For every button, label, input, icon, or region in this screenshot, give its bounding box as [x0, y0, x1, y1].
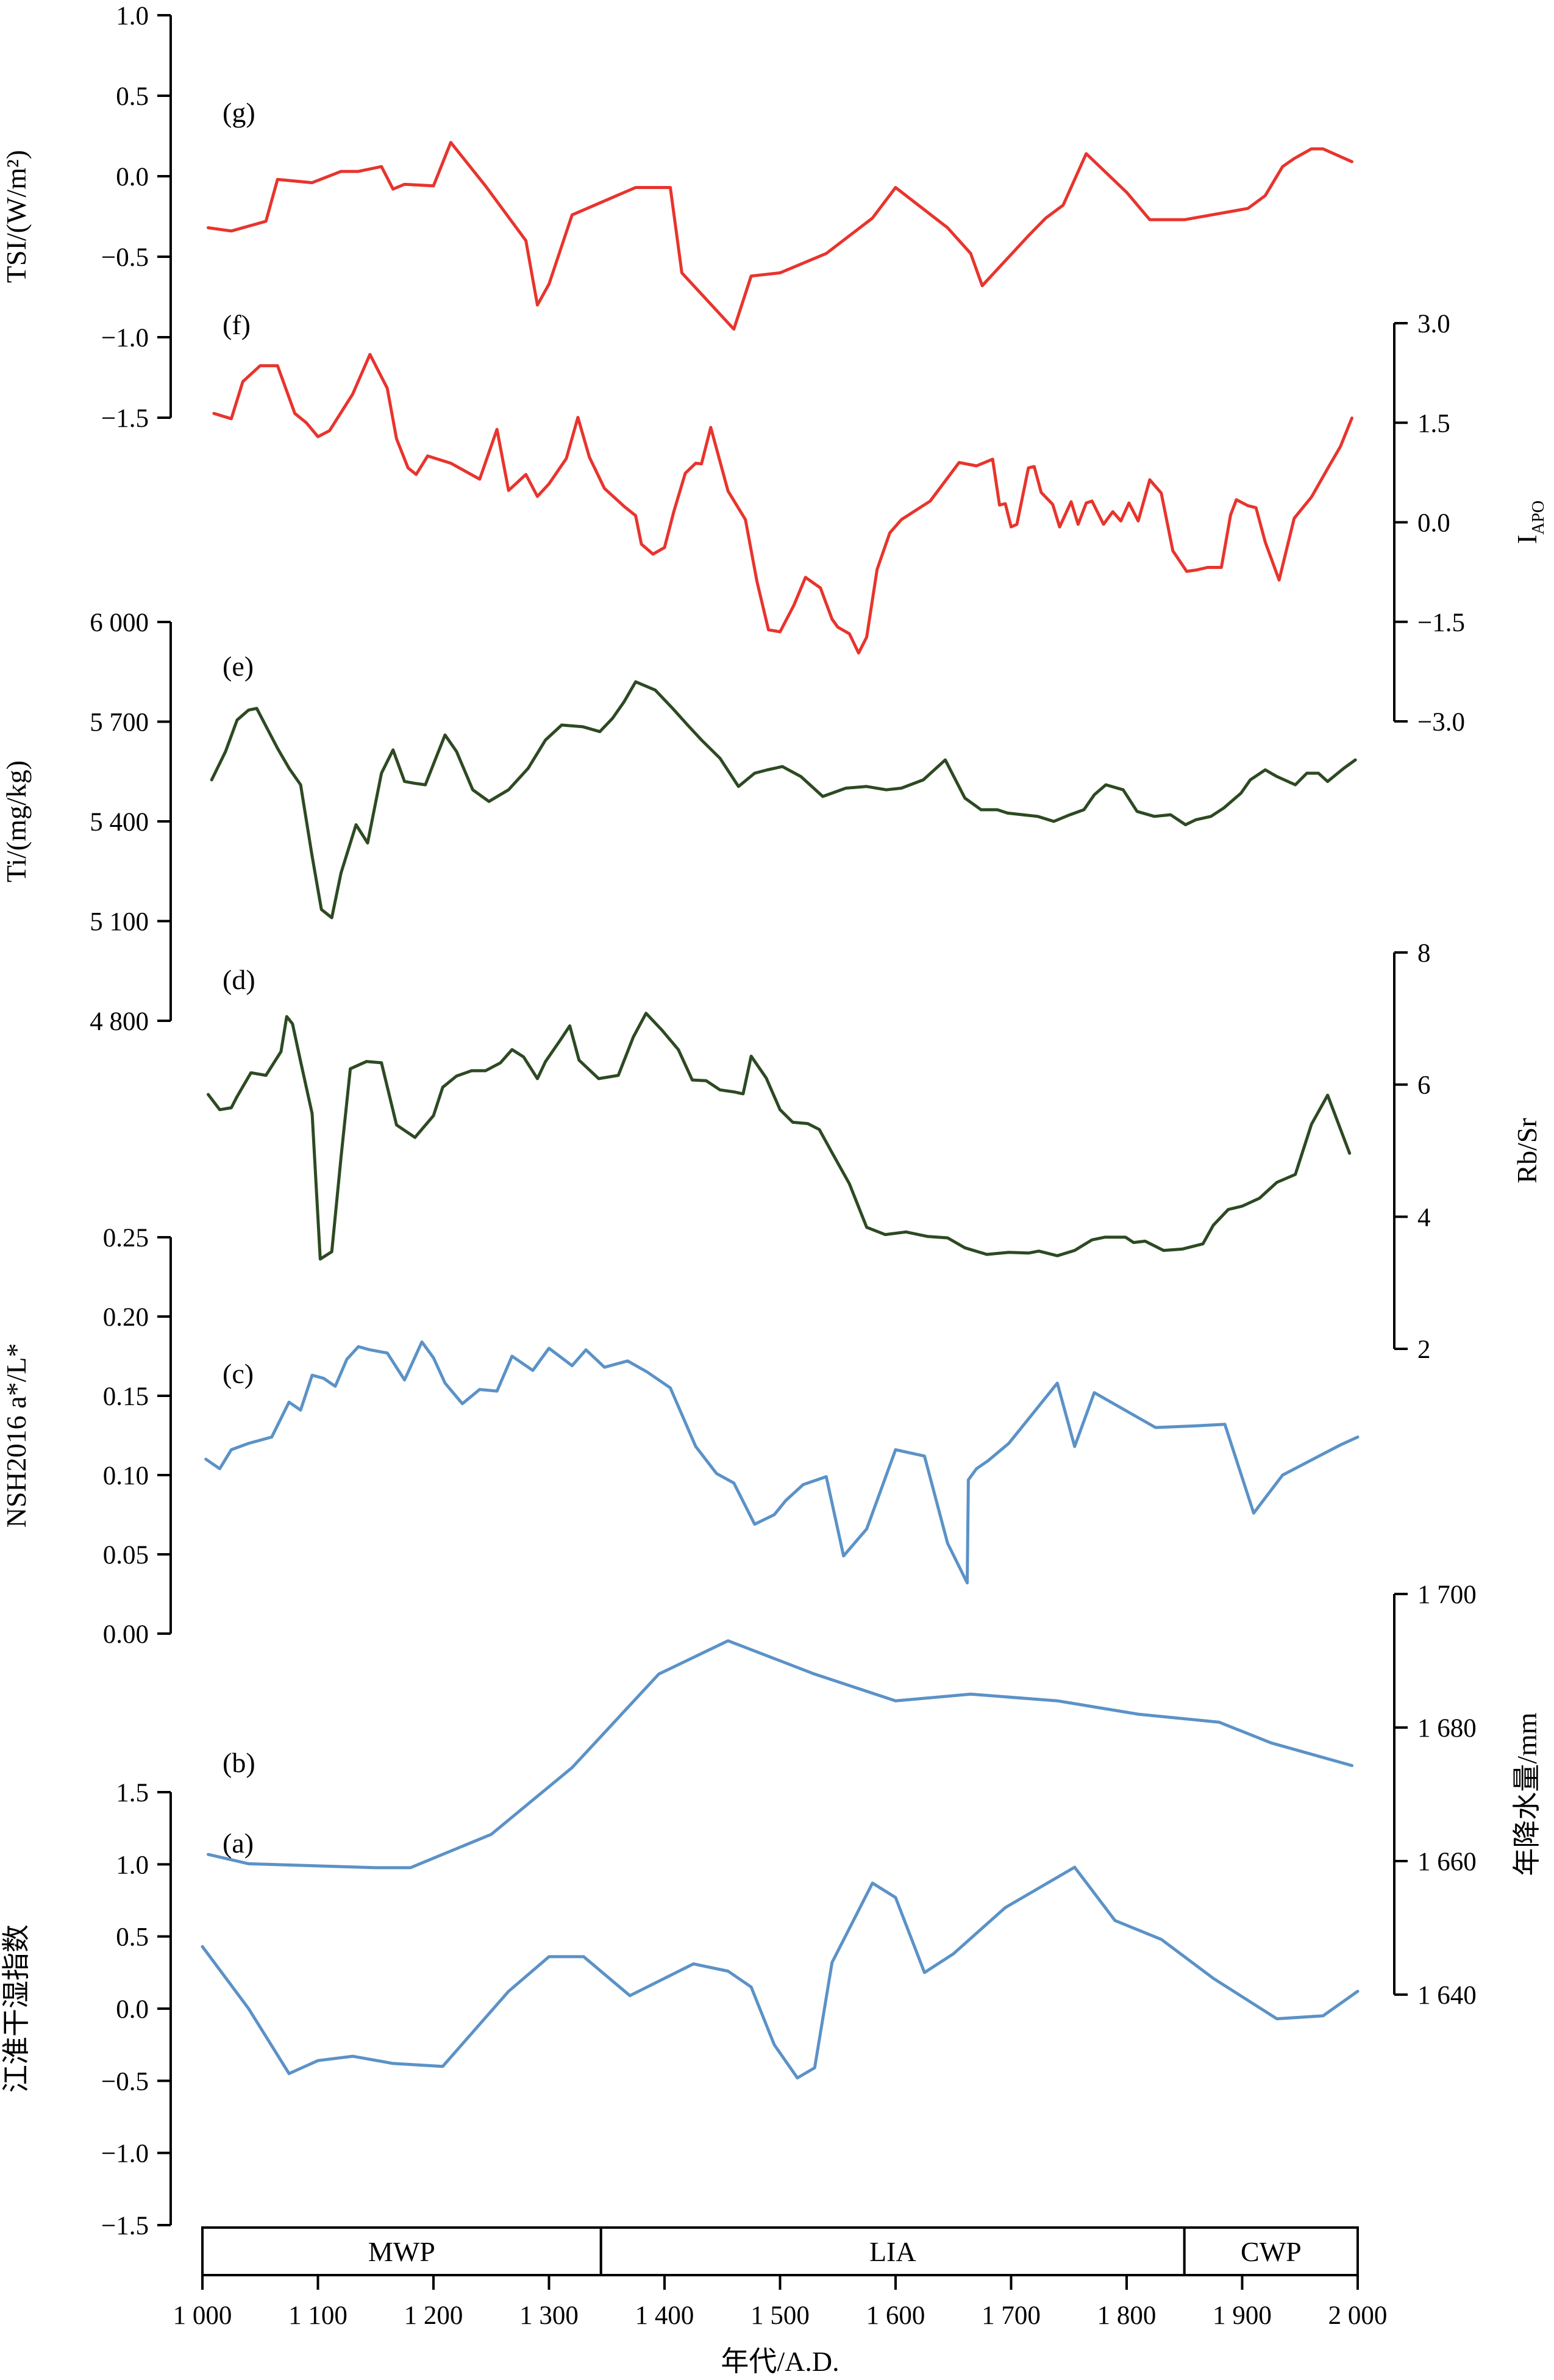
y-axis-title-e: Ti/(mg/kg) — [1, 760, 32, 882]
x-tick-label: 1 900 — [1213, 2301, 1272, 2330]
x-axis-title: 年代/A.D. — [721, 2346, 839, 2377]
y-tick-label-f: −3.0 — [1417, 708, 1465, 737]
x-tick-label: 1 100 — [288, 2301, 348, 2330]
period-label-cwp: CWP — [1241, 2236, 1302, 2267]
y-axis-c: 0.25 0.20 0.15 0.10 0.05 0.00 — [103, 1224, 172, 1649]
x-tick-label: 1 700 — [982, 2301, 1041, 2330]
y-tick-label-f: 0.0 — [1417, 509, 1450, 538]
period-box-cwp — [1183, 2226, 1359, 2276]
x-tick-label: 1 600 — [866, 2301, 925, 2330]
series-line-e — [210, 680, 1357, 920]
y-tick-label-c: 0.00 — [103, 1620, 149, 1649]
data-points-c — [205, 1342, 1358, 1583]
series-line-c — [204, 1340, 1360, 1585]
y-tick-label-g: −1.5 — [101, 404, 149, 433]
y-tick-label-a: −0.5 — [101, 2067, 149, 2096]
y-axis-title-a: 江淮干湿指数 — [1, 1924, 32, 2093]
y-tick-label-e: 6 000 — [90, 609, 149, 637]
y-tick-label-a: −1.0 — [101, 2140, 149, 2168]
x-tick-label: 1 400 — [635, 2301, 694, 2330]
y-axis-title-g: TSI/(W/m²) — [1, 150, 32, 283]
y-axis-d: 8 6 4 2 — [1393, 939, 1431, 1364]
series-line-f — [212, 352, 1353, 655]
y-axis-b: 1 700 1 680 1 660 1 640 — [1393, 1581, 1477, 2010]
data-points-a — [202, 1867, 1358, 2078]
y-tick-label-e: 5 700 — [90, 709, 149, 737]
panel-tag-e: (e) — [223, 651, 254, 682]
series-line-g — [207, 141, 1353, 331]
y-axis-title-d: Rb/Sr — [1511, 1118, 1542, 1183]
y-tick-label-b: 1 640 — [1417, 1981, 1477, 2010]
series-layer — [201, 141, 1360, 2080]
panel-tag-d: (d) — [223, 964, 255, 995]
data-points-e — [212, 682, 1356, 918]
y-tick-label-a: 0.5 — [116, 1923, 149, 1952]
x-tick-label: 1 800 — [1097, 2301, 1157, 2330]
panel-tag-c: (c) — [223, 1358, 254, 1389]
y-tick-label-b: 1 700 — [1417, 1581, 1477, 1609]
panel-tag-a: (a) — [223, 1828, 254, 1859]
y-axis-a: 1.5 1.0 0.5 0.0 −0.5 −1.0 −1.5 — [101, 1779, 172, 2240]
x-axis: 1 000 1 100 1 200 1 300 1 400 1 500 1 600 1 700… — [173, 2274, 1388, 2377]
data-points-f — [213, 354, 1352, 653]
panel-tag-b: (b) — [223, 1747, 255, 1778]
series-line-b — [207, 1639, 1353, 1870]
data-points-d — [208, 1013, 1350, 1259]
panel-tag-f: (f) — [223, 309, 251, 340]
series-line-a — [201, 1865, 1360, 2080]
y-axis-title-b: 年降水量/mm — [1511, 1712, 1542, 1876]
y-tick-label-c: 0.10 — [103, 1462, 149, 1490]
y-tick-label-f: 1.5 — [1417, 409, 1450, 438]
y-tick-label-a: −1.5 — [101, 2212, 149, 2240]
x-tick-label: 1 000 — [173, 2301, 232, 2330]
y-tick-label-e: 5 400 — [90, 808, 149, 837]
y-tick-label-f: −1.5 — [1417, 609, 1465, 637]
y-tick-label-d: 2 — [1417, 1335, 1431, 1364]
y-tick-label-a: 1.5 — [116, 1779, 149, 1807]
y-tick-label-c: 0.05 — [103, 1541, 149, 1570]
y-axis-g: 1.0 0.5 0.0 −0.5 −1.0 −1.5 — [101, 2, 172, 433]
y-tick-label-b: 1 660 — [1417, 1848, 1477, 1876]
data-points-b — [208, 1640, 1352, 1868]
x-tick-label: 1 200 — [404, 2301, 463, 2330]
y-tick-label-g: 1.0 — [116, 2, 149, 30]
y-tick-label-g: 0.0 — [116, 163, 149, 191]
period-bar: MWP LIA CWP — [201, 2226, 1359, 2276]
y-tick-label-g: −1.0 — [101, 324, 149, 352]
x-tick-label: 1 300 — [519, 2301, 579, 2330]
y-tick-label-e: 4 800 — [90, 1007, 149, 1036]
period-label-mwp: MWP — [368, 2236, 435, 2267]
y-axis-f: 3.0 1.5 0.0 −1.5 −3.0 — [1393, 310, 1465, 737]
y-tick-label-d: 8 — [1417, 939, 1431, 968]
y-tick-label-c: 0.20 — [103, 1303, 149, 1332]
y-axis-e: 6 000 5 700 5 400 5 100 4 800 — [90, 609, 172, 1036]
period-label-lia: LIA — [869, 2236, 916, 2267]
data-points-g — [208, 142, 1352, 329]
y-axis-title-f: IAPO — [1511, 501, 1548, 544]
panel-tag-g: (g) — [223, 97, 255, 128]
y-tick-label-g: −0.5 — [101, 243, 149, 272]
y-tick-label-b: 1 680 — [1417, 1714, 1477, 1743]
y-tick-label-g: 0.5 — [116, 82, 149, 111]
y-tick-label-c: 0.25 — [103, 1224, 149, 1253]
y-tick-label-a: 1.0 — [116, 1851, 149, 1879]
axes-layer: 1.0 0.5 0.0 −0.5 −1.0 −1.5 (g) TSI/(W/m²) 3.0 1.5… — [1, 2, 1548, 2240]
y-tick-label-a: 0.0 — [116, 1995, 149, 2024]
y-tick-label-c: 0.15 — [103, 1382, 149, 1411]
x-tick-label: 2 000 — [1328, 2301, 1388, 2330]
period-box-lia — [599, 2226, 1186, 2276]
y-tick-label-e: 5 100 — [90, 908, 149, 937]
y-axis-title-c: NSH2016 a*/L* — [1, 1343, 32, 1528]
series-line-d — [207, 1012, 1352, 1261]
x-tick-label: 1 500 — [750, 2301, 810, 2330]
y-tick-label-d: 4 — [1417, 1203, 1431, 1232]
y-tick-label-f: 3.0 — [1417, 310, 1450, 338]
y-tick-label-d: 6 — [1417, 1071, 1431, 1100]
